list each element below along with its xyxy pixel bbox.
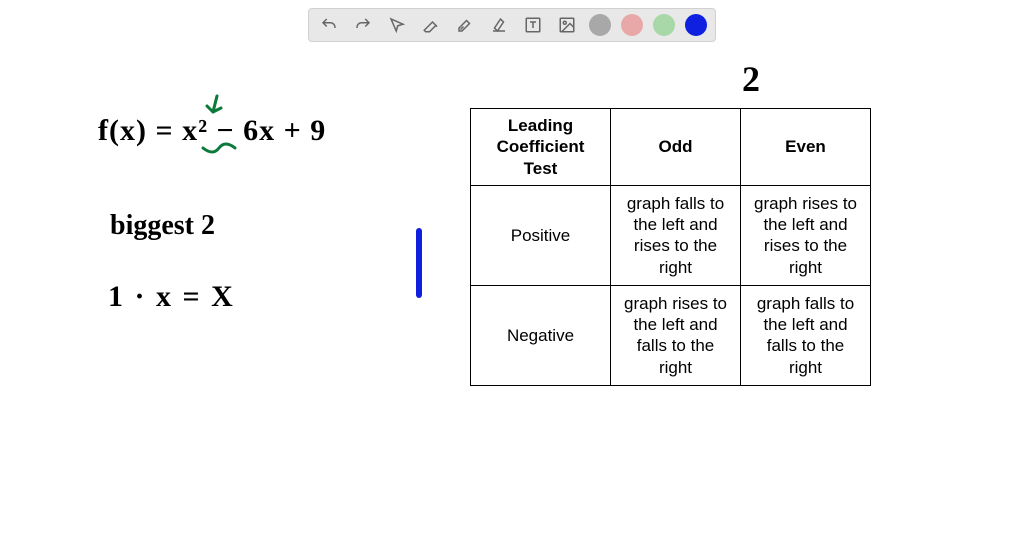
table-row: Positive graph falls to the left and ris… bbox=[471, 185, 871, 285]
cell: graph falls to the left and rises to the… bbox=[611, 185, 741, 285]
equation-text: f(x) = x² − 6x + 9 bbox=[98, 114, 326, 148]
tools-icon[interactable] bbox=[453, 13, 477, 37]
eraser-icon[interactable] bbox=[419, 13, 443, 37]
cell: graph rises to the left and falls to the… bbox=[611, 285, 741, 385]
undo-icon[interactable] bbox=[317, 13, 341, 37]
header-text: Even bbox=[785, 137, 826, 156]
row-label: Negative bbox=[471, 285, 611, 385]
color-swatch-blue[interactable] bbox=[685, 14, 707, 36]
color-swatch-gray[interactable] bbox=[589, 14, 611, 36]
header-text: Leading Coefficient Test bbox=[497, 116, 585, 178]
table-row: Leading Coefficient Test Odd Even bbox=[471, 109, 871, 186]
header-cell: Leading Coefficient Test bbox=[471, 109, 611, 186]
cursor-icon[interactable] bbox=[385, 13, 409, 37]
header-text: Odd bbox=[659, 137, 693, 156]
toolbar bbox=[308, 8, 716, 42]
clear-icon[interactable] bbox=[487, 13, 511, 37]
color-swatch-pink[interactable] bbox=[621, 14, 643, 36]
row-label: Positive bbox=[471, 185, 611, 285]
blue-stroke-one bbox=[416, 228, 422, 298]
text-icon[interactable] bbox=[521, 13, 545, 37]
cell: graph rises to the left and rises to the… bbox=[741, 185, 871, 285]
top-two-text: 2 bbox=[742, 58, 760, 100]
header-cell: Odd bbox=[611, 109, 741, 186]
coefficient-table: Leading Coefficient Test Odd Even Positi… bbox=[470, 108, 871, 386]
image-icon[interactable] bbox=[555, 13, 579, 37]
redo-icon[interactable] bbox=[351, 13, 375, 37]
table: Leading Coefficient Test Odd Even Positi… bbox=[470, 108, 871, 386]
color-swatch-green[interactable] bbox=[653, 14, 675, 36]
cell: graph falls to the left and falls to the… bbox=[741, 285, 871, 385]
header-cell: Even bbox=[741, 109, 871, 186]
onex-text: 1 · x = X bbox=[108, 280, 235, 314]
table-row: Negative graph rises to the left and fal… bbox=[471, 285, 871, 385]
biggest-text: biggest 2 bbox=[110, 210, 215, 242]
